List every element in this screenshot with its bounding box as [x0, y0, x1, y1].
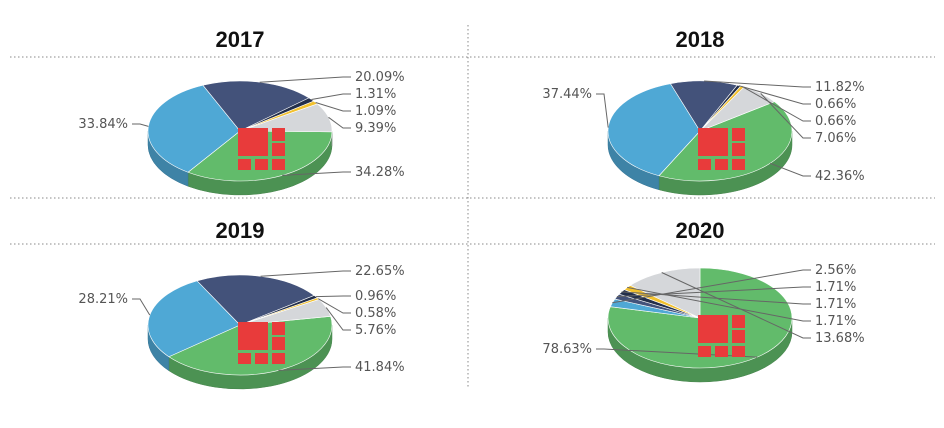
leader-line	[661, 272, 811, 339]
slice-label: 78.63%	[542, 342, 592, 357]
leader-line	[742, 86, 811, 122]
slice-label: 5.76%	[355, 323, 396, 338]
slice-label: 11.82%	[815, 80, 865, 95]
leader-line	[282, 171, 351, 176]
leader-line	[315, 102, 351, 112]
pie-slice	[607, 83, 701, 177]
leader-line	[260, 270, 351, 277]
leader-line	[770, 162, 811, 177]
pie-slice	[147, 280, 241, 358]
leader-line	[259, 76, 351, 83]
leader-line	[325, 307, 351, 331]
logo-icon	[698, 128, 745, 170]
slice-label: 37.44%	[542, 87, 592, 102]
leader-line	[328, 116, 351, 129]
pie-2020: 78.63% 2.56% 1.71% 1.71% 1.71% 13.68%	[542, 263, 865, 383]
slice-label: 28.21%	[78, 292, 128, 307]
slice-label: 1.31%	[355, 87, 396, 102]
slice-label: 42.36%	[815, 169, 865, 184]
slice-label: 2.56%	[815, 263, 856, 278]
leader-line	[612, 269, 811, 304]
logo-icon	[238, 128, 285, 170]
leader-line	[621, 291, 811, 305]
chart-title-2020: 2020	[676, 218, 725, 243]
logo-icon	[698, 315, 745, 357]
slice-label: 22.65%	[355, 264, 405, 279]
pie-slice	[147, 84, 241, 173]
leader-line	[627, 286, 811, 322]
leader-line	[278, 366, 351, 371]
slice-label: 20.09%	[355, 70, 405, 85]
leader-line	[596, 93, 609, 128]
slice-label: 0.96%	[355, 289, 396, 304]
chart-title-2019: 2019	[216, 218, 265, 243]
leader-line	[738, 85, 811, 105]
chart-title-2017: 2017	[216, 27, 265, 52]
slice-label: 33.84%	[78, 117, 128, 132]
slice-label: 41.84%	[355, 360, 405, 375]
slice-label: 9.39%	[355, 121, 396, 136]
leader-line	[315, 295, 351, 298]
pie-2017: 34.28% 33.84% 20.09% 1.31% 1.09% 9.39%	[78, 70, 405, 196]
slice-label: 0.66%	[815, 114, 856, 129]
pie-slice	[629, 267, 701, 319]
pie-2019: 41.84% 28.21% 22.65% 0.96% 0.58% 5.76%	[78, 264, 405, 390]
slice-label: 13.68%	[815, 331, 865, 346]
slice-label: 1.71%	[815, 280, 856, 295]
slice-label: 1.71%	[815, 297, 856, 312]
slice-label: 7.06%	[815, 131, 856, 146]
slice-label: 34.28%	[355, 165, 405, 180]
pie-slice	[187, 130, 333, 182]
leader-line	[704, 80, 811, 88]
leader-line	[317, 298, 351, 314]
leader-line	[760, 93, 811, 139]
logo-icon	[238, 322, 285, 364]
chart-title-2018: 2018	[676, 27, 725, 52]
slice-label: 0.58%	[355, 306, 396, 321]
slice-label: 1.71%	[815, 314, 856, 329]
leader-line	[311, 93, 351, 100]
pie-slice	[196, 274, 315, 326]
slice-label: 0.66%	[815, 97, 856, 112]
leader-line	[132, 123, 149, 127]
leader-line	[616, 286, 811, 298]
pie-slice	[239, 103, 333, 133]
leader-line	[132, 298, 151, 316]
pie-2018: 42.36% 37.44% 11.82% 0.66% 0.66% 7.06%	[542, 80, 865, 196]
slice-label: 1.09%	[355, 104, 396, 119]
